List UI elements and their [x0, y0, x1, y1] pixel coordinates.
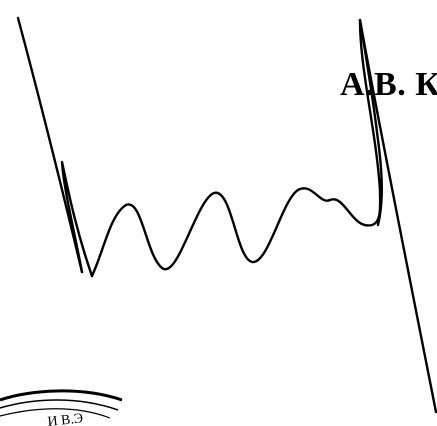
handwritten-signature: [16, 16, 437, 414]
signature-stroke-right-descender: [358, 18, 437, 414]
signature-stroke-left: [16, 16, 84, 274]
printed-name: А.В. К: [340, 66, 437, 103]
stamp-text: И В.Э: [47, 411, 84, 426]
signature-stroke-loop: [60, 160, 94, 278]
signature-stroke-wave: [90, 187, 382, 278]
stamp-seal: И В.Э: [0, 389, 123, 426]
